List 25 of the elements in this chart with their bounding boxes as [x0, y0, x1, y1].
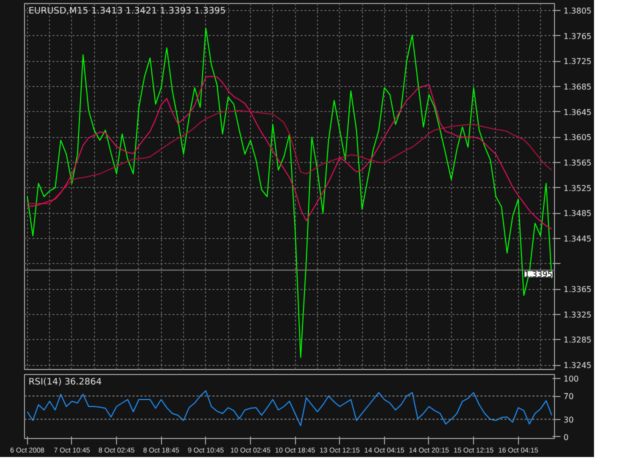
y-tick-label: 30 — [564, 415, 574, 424]
chart-title: RSI(14) 36.2864 — [28, 378, 102, 388]
line-series — [26, 110, 552, 204]
y-tick-label: 1.3645 — [564, 108, 592, 117]
y-tick-label: 1.3725 — [564, 57, 592, 66]
y-tick-label: 1.3485 — [564, 209, 592, 218]
y-tick-label: 0 — [564, 432, 569, 442]
y-tick-label: 1.3605 — [564, 133, 592, 142]
y-tick-label: 1.3445 — [564, 234, 592, 244]
y-tick-label: 70 — [564, 392, 574, 402]
y-tick-label: 1.3805 — [564, 6, 592, 16]
y-tick-label: 1.3245 — [564, 361, 592, 370]
y-tick-label: 1.3325 — [564, 310, 592, 320]
ref-line-label: 1.3395 — [524, 270, 553, 280]
y-tick-label: 1.3765 — [564, 32, 592, 41]
line-series — [26, 28, 552, 358]
y-tick-label: 1.3285 — [564, 336, 592, 345]
y-tick-label: 1.3525 — [564, 184, 592, 193]
y-tick-label: 100 — [564, 374, 579, 384]
y-tick-label: 1.3365 — [564, 285, 592, 294]
y-tick-label: 1.3685 — [564, 82, 592, 92]
chart-title: EURUSD,M15 1.3413 1.3421 1.3393 1.3395 — [28, 6, 226, 16]
line-series — [26, 76, 552, 230]
y-tick-label: 1.3565 — [564, 158, 592, 168]
line-series — [26, 390, 552, 426]
